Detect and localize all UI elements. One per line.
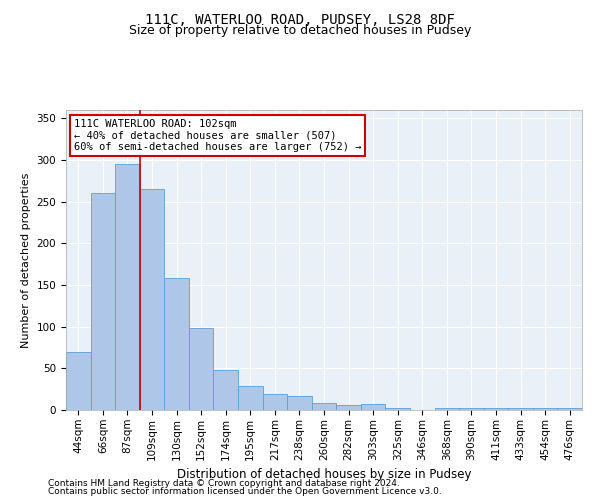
Bar	[336, 405, 361, 410]
Bar	[361, 404, 385, 410]
Bar	[238, 386, 263, 410]
X-axis label: Distribution of detached houses by size in Pudsey: Distribution of detached houses by size …	[177, 468, 471, 481]
Bar	[115, 164, 140, 410]
Text: Contains public sector information licensed under the Open Government Licence v3: Contains public sector information licen…	[48, 487, 442, 496]
Bar	[557, 408, 582, 410]
Text: 111C WATERLOO ROAD: 102sqm
← 40% of detached houses are smaller (507)
60% of sem: 111C WATERLOO ROAD: 102sqm ← 40% of deta…	[74, 119, 361, 152]
Bar	[214, 370, 238, 410]
Text: 111C, WATERLOO ROAD, PUDSEY, LS28 8DF: 111C, WATERLOO ROAD, PUDSEY, LS28 8DF	[145, 12, 455, 26]
Bar	[140, 189, 164, 410]
Bar	[164, 278, 189, 410]
Bar	[263, 394, 287, 410]
Bar	[508, 408, 533, 410]
Bar	[533, 408, 557, 410]
Bar	[91, 194, 115, 410]
Bar	[189, 328, 214, 410]
Bar	[312, 402, 336, 410]
Bar	[287, 396, 312, 410]
Text: Size of property relative to detached houses in Pudsey: Size of property relative to detached ho…	[129, 24, 471, 37]
Bar	[434, 408, 459, 410]
Y-axis label: Number of detached properties: Number of detached properties	[21, 172, 31, 348]
Bar	[385, 408, 410, 410]
Text: Contains HM Land Registry data © Crown copyright and database right 2024.: Contains HM Land Registry data © Crown c…	[48, 478, 400, 488]
Bar	[459, 408, 484, 410]
Bar	[66, 352, 91, 410]
Bar	[484, 408, 508, 410]
